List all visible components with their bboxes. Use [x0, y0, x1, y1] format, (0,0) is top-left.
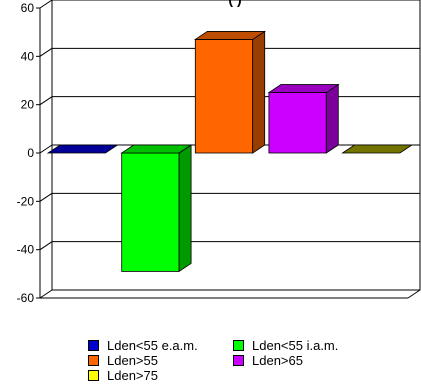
- y-tick-label: -40: [17, 243, 35, 257]
- floor-right-edge: [407, 289, 421, 299]
- bar-side: [178, 144, 192, 273]
- left-wall-bottom: [39, 289, 53, 299]
- y-tick-label: 20: [21, 98, 35, 112]
- bar-lden-55-i-a-m-: [120, 144, 193, 273]
- y-tick-label: 40: [21, 49, 35, 63]
- bar-front: [121, 152, 180, 272]
- bar-top: [120, 144, 193, 154]
- y-tick-label: -20: [17, 194, 35, 208]
- legend-label: Lden>75: [107, 368, 158, 383]
- bar-lden-55: [193, 30, 267, 154]
- legend-label: Lden<55 e.a.m.: [107, 338, 198, 353]
- gridline-depth: [39, 144, 53, 154]
- legend-swatch: [88, 355, 99, 366]
- legend-item: Lden<55 e.a.m.: [88, 338, 198, 353]
- y-axis: 60 40 20 0 -20 -40 -60: [17, 1, 40, 305]
- legend-label: Lden>65: [252, 353, 303, 368]
- legend-swatch: [233, 355, 244, 366]
- bar-side: [252, 30, 266, 154]
- bar-front: [194, 39, 254, 154]
- legend-label: Lden>55: [107, 353, 158, 368]
- bar-lden-75: [341, 144, 414, 154]
- gridline-depth: [39, 192, 53, 202]
- bar-lden-65: [267, 83, 340, 154]
- gridline-depth: [39, 47, 53, 57]
- legend-swatch: [88, 340, 99, 351]
- y-tick-label: 0: [27, 146, 34, 160]
- y-tick-label: 60: [21, 1, 35, 15]
- bar-chart: ( ) 60 40 20 0 -20 -40 -60: [17, 0, 421, 305]
- bar-top: [46, 144, 119, 154]
- bar-top: [267, 84, 340, 93]
- gridline-depth: [39, 96, 53, 106]
- bar-lden-55-e-a-m-: [46, 144, 119, 154]
- legend-swatch: [233, 340, 244, 351]
- legend-swatch: [88, 370, 99, 381]
- bar-top: [341, 144, 414, 154]
- bar-series: [46, 30, 414, 273]
- chart-title: ( ): [228, 0, 241, 7]
- bar-side: [325, 83, 339, 154]
- bar-top: [193, 31, 267, 40]
- legend-item: Lden<55 i.a.m.: [233, 338, 338, 353]
- legend-item: Lden>75: [88, 368, 158, 383]
- gridline-depth: [39, 241, 53, 251]
- left-wall-top: [39, 0, 53, 9]
- y-tick-label: -60: [17, 291, 35, 305]
- bar-front: [268, 92, 327, 154]
- legend-item: Lden>65: [233, 353, 303, 368]
- legend-label: Lden<55 i.a.m.: [252, 338, 339, 353]
- legend-item: Lden>55: [88, 353, 158, 368]
